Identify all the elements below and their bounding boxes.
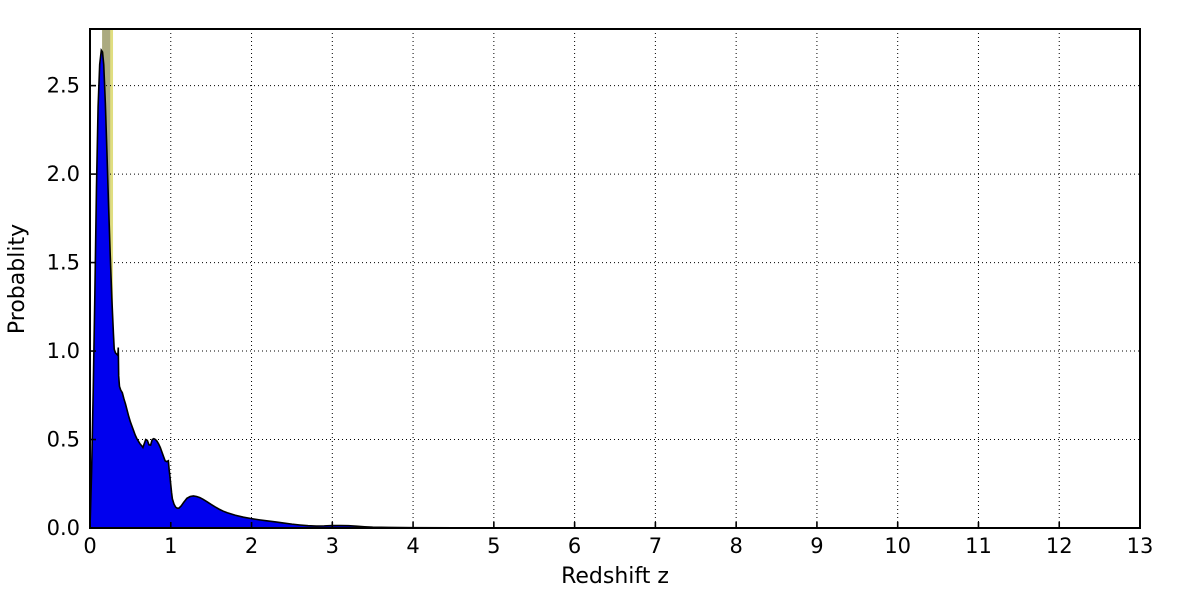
- tick-label-x: 5: [487, 534, 500, 558]
- tick-label-y: 1.0: [47, 339, 80, 363]
- tick-label-x: 4: [406, 534, 419, 558]
- tick-label-y: 0.5: [47, 428, 80, 452]
- tick-label-x: 13: [1127, 534, 1154, 558]
- tick-label-x: 3: [326, 534, 339, 558]
- tick-label-y: 2.0: [47, 162, 80, 186]
- series-outline: [90, 48, 1140, 528]
- plot-background: [90, 29, 1140, 528]
- tick-label-y: 0.0: [47, 516, 80, 540]
- tick-label-x: 11: [965, 534, 992, 558]
- tick-label-x: 0: [83, 534, 96, 558]
- y-gridlines: [90, 85, 1140, 441]
- tick-label-x: 8: [729, 534, 742, 558]
- tick-label-x: 6: [568, 534, 581, 558]
- x-axis-title: Redshift z: [561, 564, 669, 589]
- plot-frame: [89, 28, 1141, 529]
- tick-label-x: 9: [810, 534, 823, 558]
- tick-label-y: 1.5: [47, 251, 80, 275]
- y-axis-title: Probablity: [5, 224, 30, 334]
- tick-label-x: 12: [1046, 534, 1073, 558]
- tick-label-x: 1: [164, 534, 177, 558]
- y-tick-labels: 0.0 0.5 1.0 1.5 2.0 2.5: [47, 74, 80, 540]
- tick-label-x: 7: [649, 534, 662, 558]
- tick-label-x: 2: [245, 534, 258, 558]
- tick-label-x: 10: [884, 534, 911, 558]
- x-tick-labels: 0 1 2 3 4 5 6 7 8 9 10 11 12 13: [83, 534, 1153, 558]
- tick-label-y: 2.5: [47, 74, 80, 98]
